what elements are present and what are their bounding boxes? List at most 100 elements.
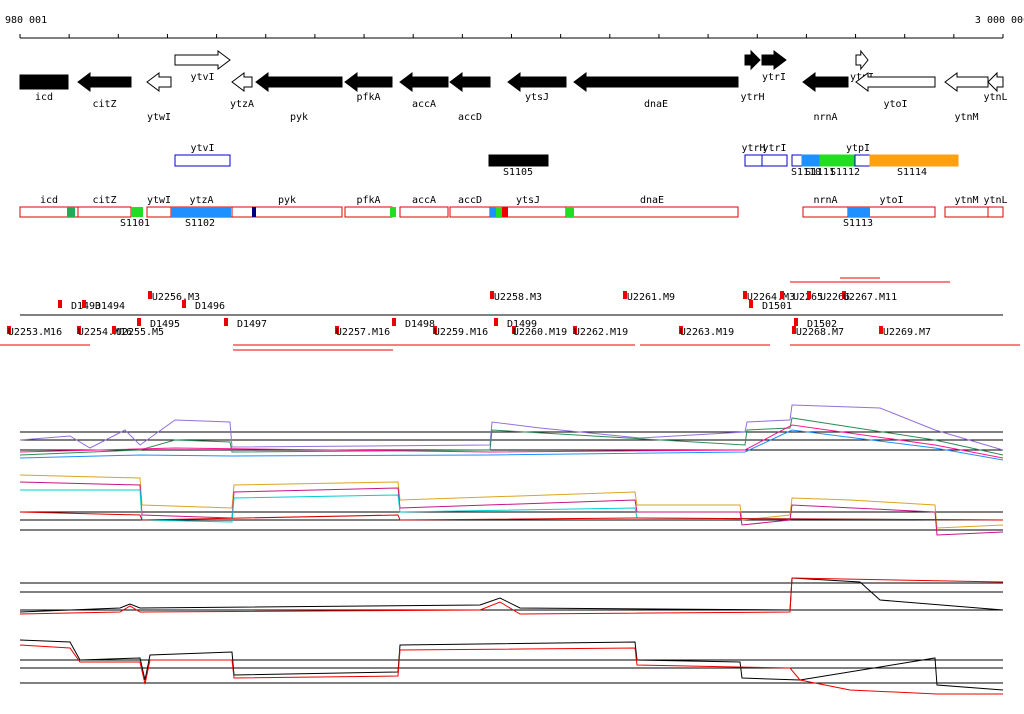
region-label: accA xyxy=(412,195,436,206)
region-label: ytwI xyxy=(147,195,171,206)
gene-label: dnaE xyxy=(644,99,668,110)
gene-arrow xyxy=(744,49,761,71)
gene-label: ytzA xyxy=(230,99,254,110)
gene-label: pfkA xyxy=(356,92,380,103)
region-patch xyxy=(252,207,256,217)
unit-label: U2255.M5 xyxy=(116,327,164,338)
unit-label: U2253.M16 xyxy=(8,327,62,338)
bracket-flag xyxy=(433,326,437,334)
feature-box xyxy=(791,154,803,167)
region-patch xyxy=(131,207,143,217)
region-label: accD xyxy=(458,195,482,206)
bracket-flag xyxy=(623,291,627,299)
bracket-flag xyxy=(743,291,747,299)
region-box xyxy=(449,206,491,218)
bracket-flag xyxy=(77,326,81,334)
gene-arrow xyxy=(855,72,936,92)
bracket-flag xyxy=(148,291,152,299)
bracket-flag xyxy=(82,300,86,308)
region-label: icd xyxy=(40,195,58,206)
ruler-end: 3 000 000 xyxy=(975,15,1024,26)
ruler-start: 2 980 001 xyxy=(0,15,47,26)
region-label: ytnM xyxy=(954,195,978,206)
bracket-flag xyxy=(494,318,498,326)
gene-arrow xyxy=(944,72,989,92)
unit-label: U2262.M19 xyxy=(574,327,628,338)
gene-arrow xyxy=(399,72,449,92)
region-box xyxy=(231,206,343,218)
unit-label: U2266 xyxy=(820,292,850,303)
feature-box xyxy=(174,154,231,167)
unit-label: D1494 xyxy=(95,301,125,312)
gene-arrow xyxy=(855,49,869,71)
unit-label: U2258.M3 xyxy=(494,292,542,303)
feature-box xyxy=(869,154,959,167)
bracket-flag xyxy=(573,326,577,334)
feature-label: ytrH xyxy=(741,143,765,154)
feature-label: ytpI xyxy=(846,143,870,154)
bracket-flag xyxy=(512,326,516,334)
gene-label: nrnA xyxy=(813,112,837,123)
gene-label: accD xyxy=(458,112,482,123)
unit-label: D1497 xyxy=(237,319,267,330)
bracket-flag xyxy=(112,326,116,334)
region-box xyxy=(344,206,393,218)
region-box xyxy=(146,206,172,218)
feature-label: ytvI xyxy=(190,143,214,154)
gene-label: citZ xyxy=(92,99,116,110)
unit-label: D1496 xyxy=(195,301,225,312)
feature-box xyxy=(819,154,856,167)
unit-label: U2267.M11 xyxy=(843,292,897,303)
unit-label: U2264.M3 xyxy=(747,292,795,303)
bracket-flag xyxy=(794,318,798,326)
bracket-flag xyxy=(490,291,494,299)
gene-arrow xyxy=(449,72,491,92)
gene-label: ytwI xyxy=(147,112,171,123)
region-box xyxy=(399,206,449,218)
bracket-flag xyxy=(679,326,683,334)
unit-label: U2259.M16 xyxy=(434,327,488,338)
bracket-flag xyxy=(58,300,62,308)
region-label: pfkA xyxy=(356,195,380,206)
unit-label: U2261.M9 xyxy=(627,292,675,303)
gene-label: ytvI xyxy=(190,72,214,83)
expression-profiles xyxy=(19,404,1004,695)
bracket-flag xyxy=(7,326,11,334)
region-box xyxy=(987,206,1004,218)
region-patch xyxy=(390,207,396,217)
gene-arrow xyxy=(255,72,343,92)
feature-box xyxy=(488,154,549,167)
unit-label: U2269.M7 xyxy=(883,327,931,338)
region-box xyxy=(802,206,849,218)
feature-box xyxy=(854,154,871,167)
gene-label: accA xyxy=(412,99,436,110)
gene-label: pyk xyxy=(290,112,308,123)
region-box xyxy=(77,206,132,218)
unit-label: U2254.M16 xyxy=(78,327,132,338)
gene-label: ytnM xyxy=(954,112,978,123)
gene-arrow xyxy=(146,72,172,92)
feature-label: S1111 xyxy=(805,167,835,178)
unit-label: U2260.M19 xyxy=(513,327,567,338)
bracket-flag xyxy=(842,291,846,299)
unit-label: U2263.M19 xyxy=(680,327,734,338)
bracket-flag xyxy=(749,300,753,308)
unit-label: U2256.M3 xyxy=(152,292,200,303)
gene-arrow xyxy=(573,72,739,92)
region-label: S1113 xyxy=(843,218,873,229)
unit-label: D1495 xyxy=(150,319,180,330)
gene-arrow xyxy=(77,72,132,92)
feature-label: S1112 xyxy=(830,167,860,178)
region-patch xyxy=(848,207,870,217)
region-label: ytsJ xyxy=(516,195,540,206)
gene-label: icd xyxy=(35,92,53,103)
bracket-flag xyxy=(182,300,186,308)
region-patch xyxy=(171,207,231,217)
feature-box xyxy=(761,154,788,167)
region-patch xyxy=(496,207,502,217)
bracket-flag xyxy=(807,291,811,299)
unit-label: D1501 xyxy=(762,301,792,312)
feature-box xyxy=(744,154,763,167)
region-label: S1101 xyxy=(120,218,150,229)
bracket-flag xyxy=(780,291,784,299)
